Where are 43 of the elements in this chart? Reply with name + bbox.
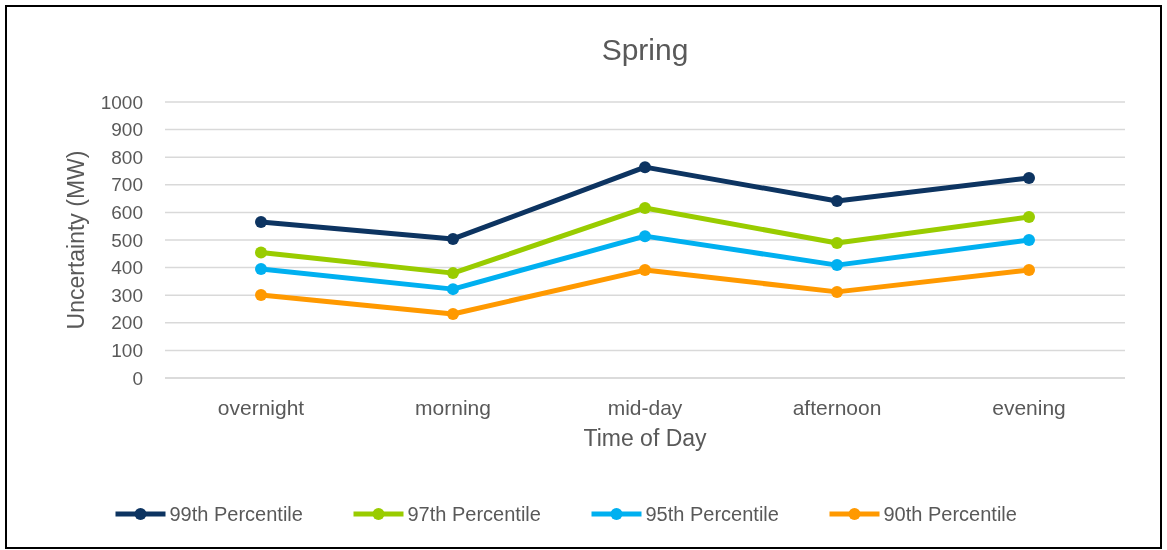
y-tick-label: 0	[132, 367, 143, 389]
point	[831, 195, 843, 208]
y-tick-label: 700	[111, 174, 143, 196]
y-tick-label: 200	[111, 312, 143, 334]
x-tick-label: overnight	[217, 396, 305, 419]
point	[1023, 234, 1035, 246]
y-tick-label: 1000	[100, 91, 143, 113]
legend-label: 97th Percentile	[407, 503, 541, 525]
x-tick-label: mid-day	[607, 396, 683, 419]
point	[447, 283, 459, 296]
point	[1023, 211, 1035, 224]
point	[639, 230, 651, 243]
x-tick-label: afternoon	[792, 396, 882, 419]
legend-label: 99th Percentile	[169, 503, 303, 525]
point	[1023, 171, 1035, 184]
y-tick-label: 600	[111, 202, 143, 224]
x-tick-label: morning	[415, 396, 491, 419]
x-axis-title: Time of Day	[583, 425, 708, 451]
point	[1023, 264, 1035, 277]
point	[831, 237, 843, 250]
y-tick-label: 800	[111, 146, 143, 168]
legend-label: 95th Percentile	[645, 503, 779, 525]
point	[447, 267, 459, 280]
point	[255, 216, 267, 229]
point	[255, 262, 267, 275]
point	[831, 285, 843, 298]
point	[639, 201, 651, 214]
point	[639, 161, 651, 174]
legend-label: 90th Percentile	[883, 503, 1017, 525]
y-tick-label: 100	[111, 340, 143, 362]
point	[255, 246, 267, 259]
y-tick-label: 900	[111, 119, 143, 141]
chart-title: Spring	[601, 33, 689, 66]
point	[639, 264, 651, 277]
point	[447, 307, 459, 320]
x-tick-label: evening	[992, 396, 1066, 419]
y-tick-label: 400	[111, 257, 143, 279]
point	[255, 288, 267, 301]
y-axis-title: Uncertainty (MW)	[63, 150, 89, 330]
point	[831, 259, 843, 272]
point	[447, 232, 459, 245]
y-tick-label: 300	[111, 284, 143, 306]
y-tick-label: 500	[111, 229, 143, 251]
